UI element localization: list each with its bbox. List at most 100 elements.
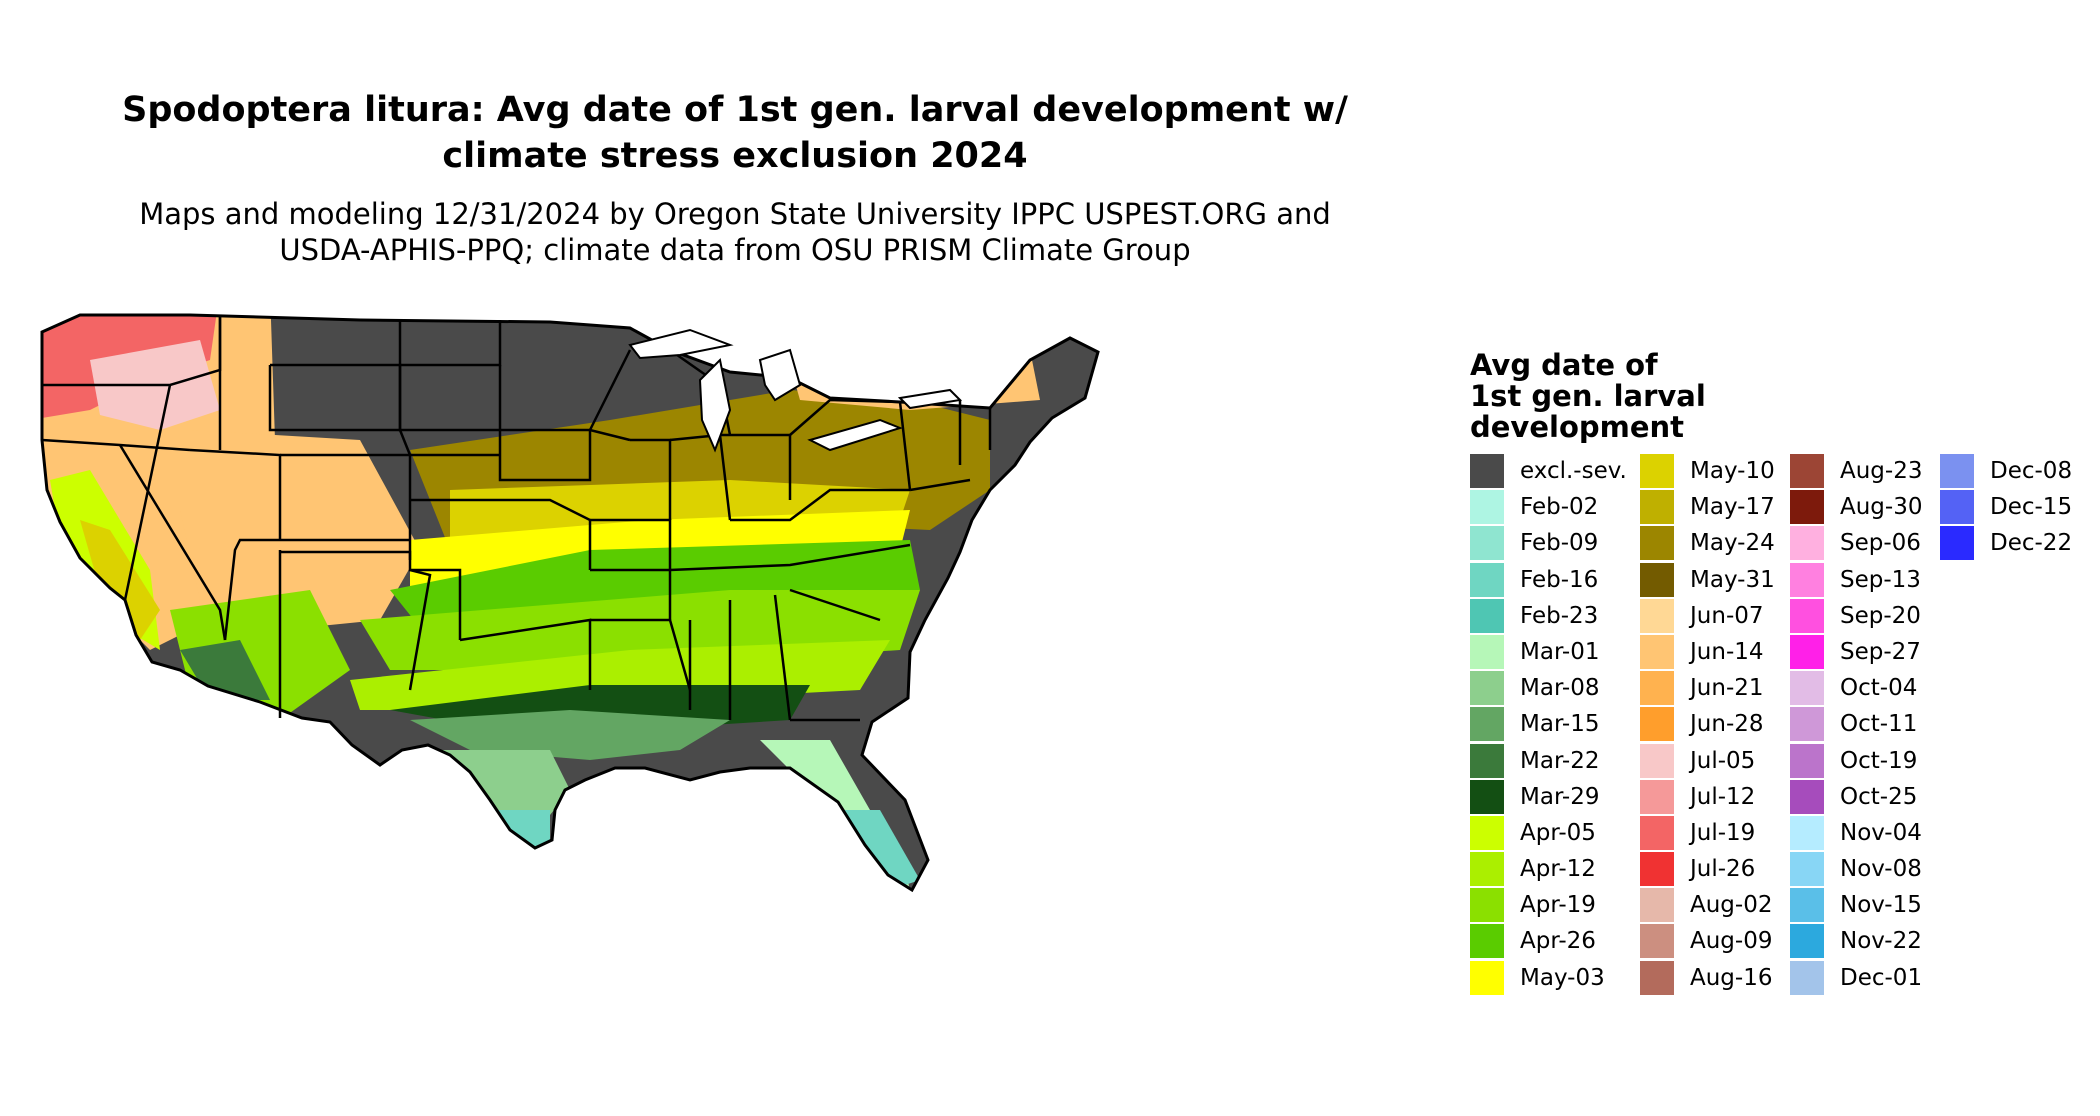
legend-swatch	[1640, 924, 1674, 959]
legend-title-line: Avg date of	[1470, 348, 1658, 382]
legend-swatch	[1640, 562, 1674, 597]
legend-label: Mar-08	[1520, 675, 1600, 702]
legend-label: Dec-22	[1990, 530, 2073, 557]
legend-label: Feb-09	[1520, 530, 1599, 557]
legend-label: May-24	[1690, 530, 1775, 557]
california-inner-band	[80, 520, 160, 640]
legend-swatch	[1790, 634, 1824, 669]
legend-swatch	[1940, 490, 1974, 525]
legend-swatch	[1790, 924, 1824, 959]
legend-label: Feb-02	[1520, 494, 1599, 521]
legend-title: Avg date of 1st gen. larval development	[1470, 350, 1770, 443]
legend-swatch	[1640, 852, 1674, 887]
map-subtitle-line-1: Maps and modeling 12/31/2024 by Oregon S…	[139, 197, 1331, 231]
great-lakes	[628, 328, 963, 453]
lake-michigan	[698, 357, 732, 453]
legend-swatch	[1470, 526, 1504, 561]
state-borders	[41, 315, 1031, 722]
legend-label: Jul-26	[1690, 856, 1756, 883]
legend-label: Sep-27	[1840, 638, 1921, 665]
legend-label: Jun-14	[1690, 638, 1764, 665]
legend-label: Apr-12	[1520, 856, 1596, 883]
legend-label: Dec-01	[1840, 964, 1923, 991]
legend-label: Nov-04	[1840, 819, 1922, 846]
lake-huron	[758, 348, 802, 402]
legend-label: Nov-22	[1840, 928, 1922, 955]
legend-swatch	[1640, 671, 1674, 706]
legend-label: Nov-08	[1840, 856, 1922, 883]
map-subtitle-line-2: USDA-APHIS-PPQ; climate data from OSU PR…	[279, 233, 1191, 267]
legend-swatch	[1470, 707, 1504, 742]
legend-label: May-03	[1520, 964, 1605, 991]
legend-swatch	[1640, 526, 1674, 561]
legend-swatch	[1790, 707, 1824, 742]
legend-label: May-31	[1690, 566, 1775, 593]
legend-label: Mar-01	[1520, 638, 1600, 665]
legend-title-line: development	[1470, 410, 1685, 444]
legend-swatch	[1470, 671, 1504, 706]
legend-label: May-10	[1690, 458, 1775, 484]
legend-label: Aug-16	[1690, 964, 1773, 991]
legend-swatch	[1470, 490, 1504, 525]
legend-swatch	[1790, 562, 1824, 597]
legend-swatch	[1640, 960, 1674, 995]
legend-swatch	[1470, 598, 1504, 633]
legend-swatch	[1470, 562, 1504, 597]
us-map-svg	[40, 313, 1100, 893]
lake-superior	[628, 328, 734, 360]
legend-label: Sep-20	[1840, 602, 1921, 629]
legend-label: Dec-08	[1990, 458, 2073, 484]
legend-label: Jul-12	[1690, 783, 1756, 810]
lake-erie	[807, 418, 903, 452]
legend-swatch	[1470, 924, 1504, 959]
legend-swatch	[1470, 888, 1504, 923]
legend-swatch	[1790, 526, 1824, 561]
legend-title-line: 1st gen. larval	[1470, 379, 1706, 413]
legend-label: Mar-15	[1520, 711, 1600, 738]
us-map	[30, 290, 1450, 1050]
legend-swatch	[1790, 888, 1824, 923]
legend-label: Jul-19	[1690, 819, 1756, 846]
legend-swatch	[1640, 634, 1674, 669]
legend-label: Apr-05	[1520, 819, 1596, 846]
legend-swatch	[1640, 707, 1674, 742]
legend-label: Feb-16	[1520, 566, 1599, 593]
map-title-line-1: Spodoptera litura: Avg date of 1st gen. …	[122, 90, 1348, 130]
legend-label: Oct-04	[1840, 675, 1918, 702]
legend-swatch	[1470, 815, 1504, 850]
legend-label: Feb-23	[1520, 602, 1599, 629]
legend-label: Mar-22	[1520, 747, 1600, 774]
legend-label: Nov-15	[1840, 892, 1922, 919]
legend-label: Aug-09	[1690, 928, 1773, 955]
legend-swatch	[1640, 490, 1674, 525]
legend-label: Sep-06	[1840, 530, 1921, 557]
legend-label: Aug-23	[1840, 458, 1923, 484]
map-title-line-2: climate stress exclusion 2024	[442, 136, 1028, 176]
legend-label: Jun-07	[1690, 602, 1764, 629]
mar-15-band	[410, 710, 730, 760]
legend-swatch	[1790, 454, 1824, 488]
legend-swatch	[1470, 960, 1504, 995]
legend-label: excl.-sev.	[1520, 458, 1627, 484]
legend-label: May-17	[1690, 494, 1775, 521]
legend-swatch	[1790, 852, 1824, 887]
legend-swatch	[1790, 490, 1824, 525]
legend-swatch	[1790, 743, 1824, 778]
legend-swatch	[1640, 598, 1674, 633]
legend-label: Jun-21	[1690, 675, 1764, 702]
legend-swatch	[1470, 852, 1504, 887]
legend-swatch	[1790, 960, 1824, 995]
legend-swatch	[1640, 779, 1674, 814]
legend-label: Jun-28	[1690, 711, 1764, 738]
legend-swatch	[1790, 598, 1824, 633]
legend-label: Aug-30	[1840, 494, 1923, 521]
legend-label: Apr-19	[1520, 892, 1596, 919]
legend-swatch	[1640, 743, 1674, 778]
legend-swatch	[1640, 888, 1674, 923]
legend-label: Dec-15	[1990, 494, 2073, 521]
legend-swatch	[1470, 454, 1504, 488]
legend-label: Sep-13	[1840, 566, 1921, 593]
legend-swatch	[1790, 815, 1824, 850]
legend-label: Oct-25	[1840, 783, 1918, 810]
legend-label: Apr-26	[1520, 928, 1596, 955]
